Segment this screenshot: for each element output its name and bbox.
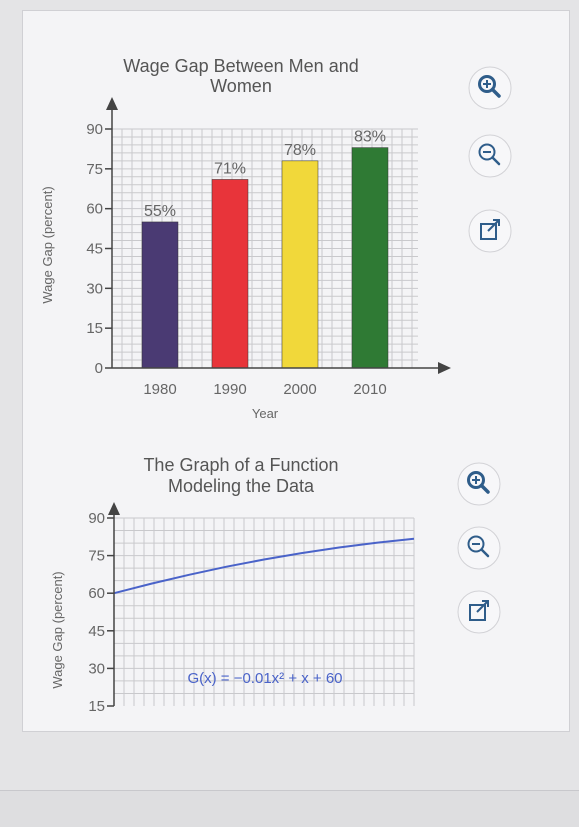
y-tick-label: 15: [86, 320, 103, 337]
bar-chart-data-labels: 55% 71% 78% 83%: [144, 129, 386, 220]
line-chart-y-label: Wage Gap (percent): [50, 571, 65, 688]
bar-chart-title-line1: Wage Gap Between Men and: [123, 56, 358, 76]
zoom-out-icon: [467, 535, 490, 558]
line-chart-title-line2: Modeling the Data: [168, 476, 315, 496]
bar-chart: Wage Gap Between Men and Women 55% 71% 78%…: [40, 56, 451, 421]
zoom-in-icon: [467, 471, 490, 494]
line-chart: The Graph of a Function Modeling the Dat…: [50, 455, 415, 715]
data-label-1990: 71%: [214, 160, 246, 177]
y-tick-label: 15: [88, 698, 105, 715]
bar-2000: [281, 160, 319, 369]
x-tick-label: 1980: [143, 381, 176, 398]
bar-chart-y-label: Wage Gap (percent): [40, 186, 55, 303]
bar-chart-x-axis-arrow: [438, 362, 451, 374]
external-link-icon: [480, 219, 500, 240]
y-tick-label: 30: [88, 660, 105, 677]
zoom-out-icon: [478, 143, 501, 166]
line-chart-grid: [114, 517, 415, 706]
bar-chart-title-line2: Women: [210, 76, 272, 96]
y-tick-label: 75: [88, 548, 105, 565]
line-chart-zoom-in-button[interactable]: [457, 462, 501, 506]
bar-2010: [351, 147, 389, 369]
y-tick-label: 45: [88, 623, 105, 640]
bar-chart-y-axis-arrow: [106, 97, 118, 110]
bar-chart-bars: [141, 147, 389, 369]
y-tick-label: 30: [86, 280, 103, 297]
zoom-in-icon: [478, 75, 501, 98]
line-chart-zoom-out-button[interactable]: [457, 526, 501, 570]
bar-chart-zoom-in-button[interactable]: [468, 66, 512, 110]
line-chart-y-ticks: 15 30 45 60 75 90: [88, 510, 114, 715]
x-tick-label: 1990: [213, 381, 246, 398]
bar-1990: [211, 179, 249, 369]
y-tick-label: 90: [86, 121, 103, 138]
external-link-icon: [469, 600, 489, 621]
data-label-2010: 83%: [354, 129, 386, 146]
x-tick-label: 2010: [353, 381, 386, 398]
bar-chart-x-label: Year: [252, 406, 279, 421]
data-label-2000: 78%: [284, 142, 316, 159]
x-tick-label: 2000: [283, 381, 316, 398]
line-chart-series-line: [113, 537, 415, 595]
data-label-1980: 55%: [144, 203, 176, 220]
line-chart-equation: G(x) = −0.01x² + x + 60: [187, 670, 342, 687]
y-tick-label: 45: [86, 241, 103, 258]
y-tick-label: 75: [86, 161, 103, 178]
y-tick-label: 60: [86, 201, 103, 218]
bar-chart-zoom-out-button[interactable]: [468, 134, 512, 178]
bar-chart-x-ticks: 1980 1990 2000 2010: [143, 381, 386, 398]
bottom-toolbar: [0, 790, 579, 827]
bar-chart-popout-button[interactable]: [468, 209, 512, 253]
line-chart-popout-button[interactable]: [457, 590, 501, 634]
y-tick-label: 0: [95, 360, 103, 377]
bar-1980: [141, 221, 179, 369]
y-tick-label: 60: [88, 585, 105, 602]
line-chart-y-axis-arrow: [108, 502, 120, 515]
line-chart-title-line1: The Graph of a Function: [143, 455, 338, 475]
y-tick-label: 90: [88, 510, 105, 527]
bar-chart-y-ticks: 0 15 30 45 60 75 90: [86, 121, 112, 377]
